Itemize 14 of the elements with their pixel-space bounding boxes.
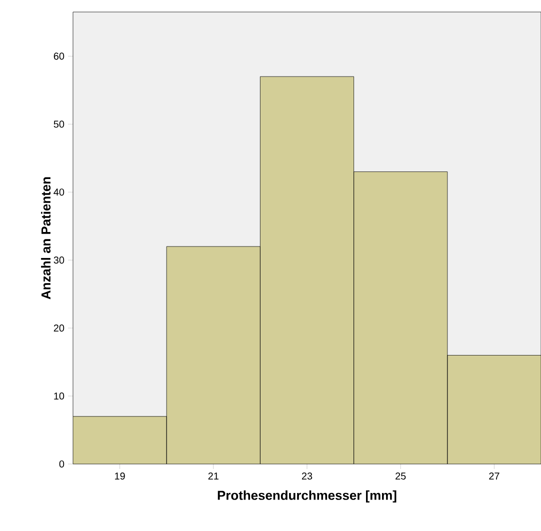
x-tick-label: 25 [396, 472, 406, 480]
x-tick-label: 27 [489, 472, 500, 480]
y-tick-label: 50 [54, 120, 64, 128]
x-tick-label: 23 [302, 472, 312, 480]
y-tick-label: 0 [59, 460, 64, 468]
x-axis-title: Prothesendurchmesser [mm] [218, 490, 396, 502]
y-tick-label: 20 [54, 324, 64, 332]
y-tick-label: 40 [54, 188, 64, 196]
y-tick-label: 30 [54, 256, 64, 264]
y-tick-label: 60 [54, 52, 64, 60]
x-tick-label: 19 [115, 472, 125, 480]
y-tick-label: 10 [54, 392, 64, 400]
x-tick-label: 21 [208, 472, 218, 480]
y-axis-title: Anzahl an Patienten [41, 177, 51, 300]
